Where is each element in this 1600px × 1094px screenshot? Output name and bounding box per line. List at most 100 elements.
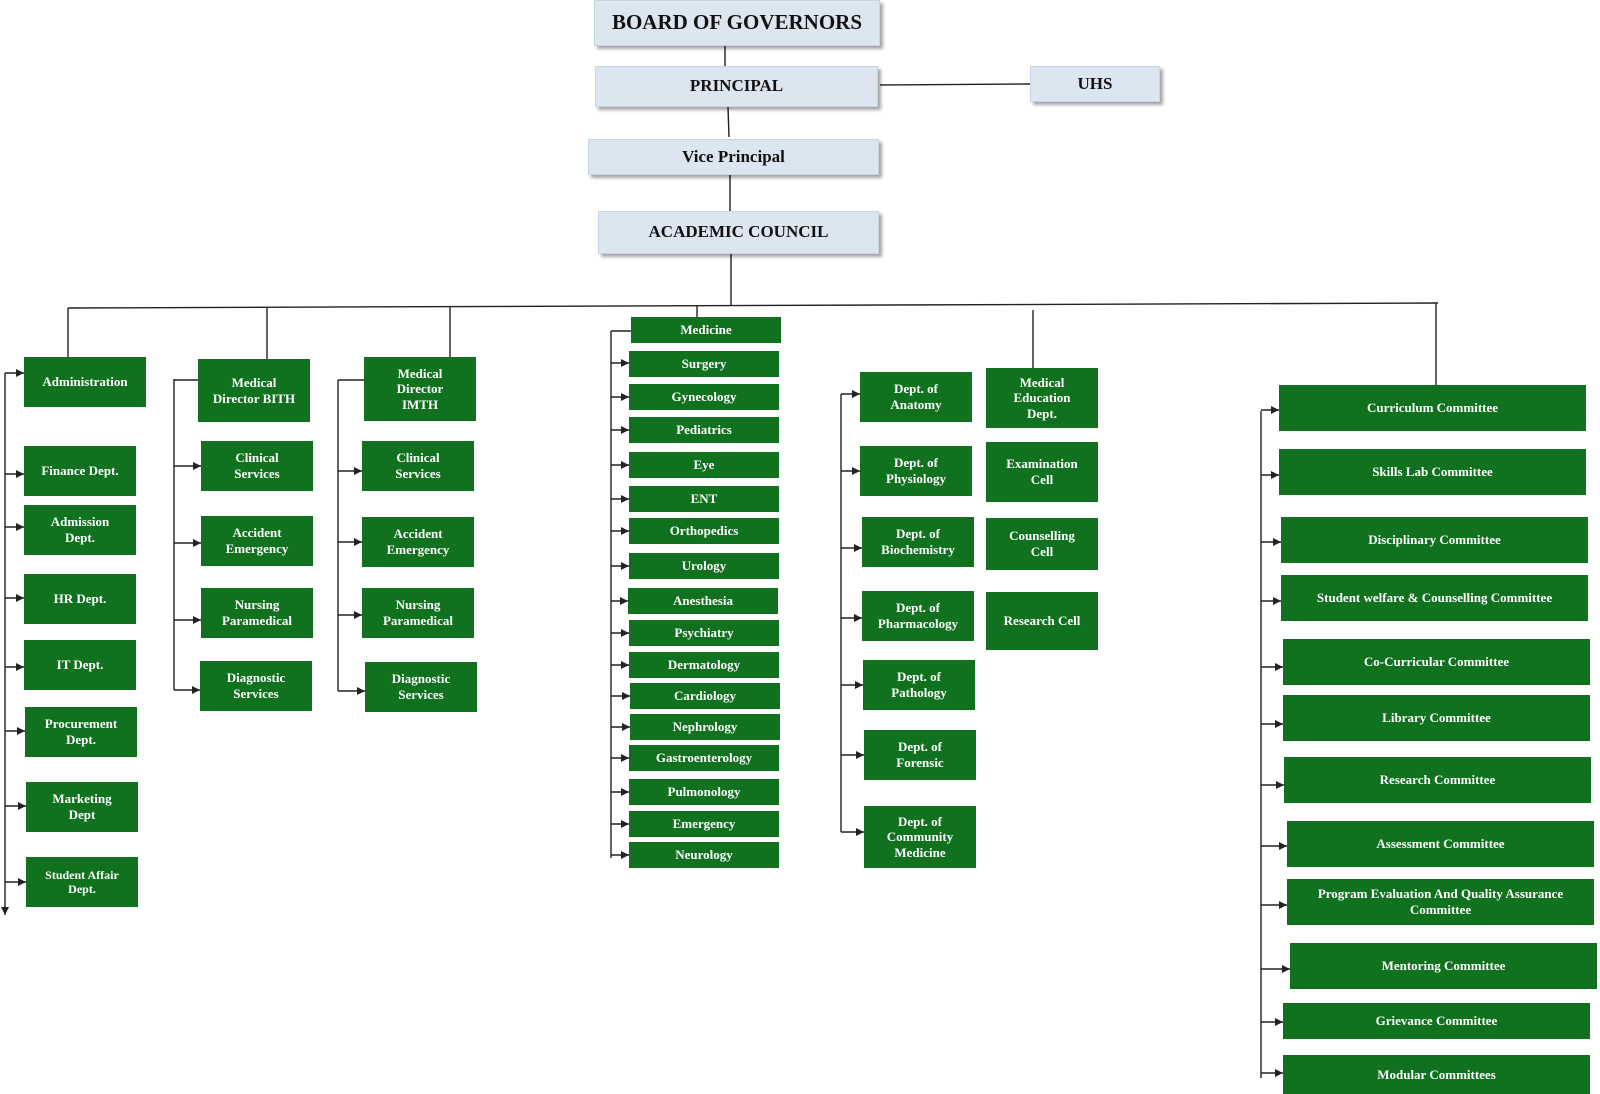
- medical-education-head: Medical Education Dept.: [986, 368, 1098, 428]
- clinical-dept-box: Anesthesia: [628, 588, 778, 614]
- bith-unit-label: Accident Emergency: [225, 525, 289, 556]
- clinical-dept-label: Eye: [693, 457, 715, 473]
- clinical-dept-box: Nephrology: [630, 714, 780, 740]
- basic-science-label: Dept. of Community Medicine: [886, 813, 954, 860]
- imth-unit-box: Accident Emergency: [362, 517, 474, 567]
- medical-education-unit-label: Research Cell: [1003, 613, 1081, 629]
- clinical-dept-box: Pediatrics: [629, 417, 779, 443]
- committee-label: Program Evaluation And Quality Assurance…: [1317, 886, 1564, 917]
- admin-dept-label: Procurement Dept.: [44, 716, 118, 747]
- committee-box: Library Committee: [1283, 695, 1590, 741]
- admin-dept-box: Procurement Dept.: [25, 707, 137, 757]
- clinical-dept-label: Emergency: [672, 816, 736, 832]
- clinical-dept-box: Emergency: [629, 811, 779, 837]
- admin-dept-box: Admission Dept.: [24, 505, 136, 555]
- committee-label: Skills Lab Committee: [1372, 464, 1493, 480]
- admin-dept-label: Admission Dept.: [50, 514, 110, 545]
- admin-dept-label: Finance Dept.: [41, 463, 119, 479]
- clinical-dept-label: Gynecology: [671, 389, 737, 405]
- clinical-dept-label: ENT: [690, 491, 718, 507]
- committee-label: Grievance Committee: [1375, 1013, 1498, 1029]
- imth-unit-box: Nursing Paramedical: [362, 588, 474, 638]
- imth-unit-label: Accident Emergency: [386, 526, 450, 557]
- committee-label: Disciplinary Committee: [1368, 532, 1501, 548]
- clinical-dept-box: Neurology: [629, 842, 779, 868]
- clinical-dept-box: Gastroenterology: [629, 745, 779, 771]
- bith-unit-box: Clinical Services: [201, 441, 313, 491]
- medical-education-unit-label: Counselling Cell: [1009, 528, 1075, 559]
- admin-dept-box: Marketing Dept: [26, 782, 138, 832]
- admin-dept-box: IT Dept.: [24, 640, 136, 690]
- basic-science-box: Dept. of Pharmacology: [862, 591, 974, 641]
- academic-council-label: ACADEMIC COUNCIL: [648, 222, 829, 242]
- committee-box: Grievance Committee: [1283, 1003, 1590, 1039]
- bith-unit-box: Diagnostic Services: [200, 661, 312, 711]
- imth-unit-label: Nursing Paramedical: [382, 597, 454, 628]
- committee-box: Co-Curricular Committee: [1283, 639, 1590, 685]
- clinical-dept-box: Psychiatry: [629, 620, 779, 646]
- admin-dept-label: Marketing Dept: [52, 791, 112, 822]
- admin-dept-label: IT Dept.: [56, 657, 104, 673]
- committee-label: Assessment Committee: [1376, 836, 1505, 852]
- clinical-dept-label: Nephrology: [672, 719, 738, 735]
- basic-science-label: Dept. of Pathology: [891, 669, 947, 700]
- committee-box: Student welfare & Counselling Committee: [1281, 575, 1588, 621]
- clinical-dept-label: Pulmonology: [667, 784, 741, 800]
- clinical-dept-label: Cardiology: [673, 688, 737, 704]
- clinical-dept-label: Pediatrics: [676, 422, 732, 438]
- committee-box: Research Committee: [1284, 757, 1591, 803]
- clinical-dept-box: Cardiology: [630, 683, 780, 709]
- board-of-governors-label: BOARD OF GOVERNORS: [611, 10, 863, 35]
- clinical-dept-label: Urology: [681, 558, 727, 574]
- vice-principal-label: Vice Principal: [682, 146, 785, 166]
- bith-unit-label: Clinical Services: [234, 450, 280, 481]
- administration-head-label: Administration: [42, 374, 128, 390]
- committee-label: Curriculum Committee: [1366, 400, 1499, 416]
- committee-box: Assessment Committee: [1287, 821, 1594, 867]
- clinical-dept-box: ENT: [629, 486, 779, 512]
- uhs-box: UHS: [1030, 66, 1160, 102]
- basic-science-label: Dept. of Physiology: [886, 455, 946, 486]
- imth-unit-box: Clinical Services: [362, 441, 474, 491]
- admin-dept-box: Student Affair Dept.: [26, 857, 138, 907]
- basic-science-box: Dept. of Biochemistry: [862, 517, 974, 567]
- committee-label: Co-Curricular Committee: [1363, 654, 1510, 670]
- medical-education-unit-box: Counselling Cell: [986, 518, 1098, 570]
- medical-education-unit-box: Examination Cell: [986, 442, 1098, 502]
- bith-unit-label: Nursing Paramedical: [221, 597, 293, 628]
- board-of-governors-box: BOARD OF GOVERNORS: [594, 0, 880, 46]
- basic-science-box: Dept. of Community Medicine: [864, 806, 976, 868]
- committee-label: Student welfare & Counselling Committee: [1316, 590, 1553, 606]
- basic-science-label: Dept. of Anatomy: [890, 381, 942, 412]
- imth-unit-label: Clinical Services: [395, 450, 441, 481]
- bith-unit-box: Nursing Paramedical: [201, 588, 313, 638]
- basic-science-box: Dept. of Anatomy: [860, 372, 972, 422]
- committee-box: Program Evaluation And Quality Assurance…: [1287, 879, 1594, 925]
- clinical-dept-label: Psychiatry: [674, 625, 734, 641]
- clinical-dept-label: Neurology: [675, 847, 733, 863]
- committee-box: Disciplinary Committee: [1281, 517, 1588, 563]
- basic-science-box: Dept. of Pathology: [863, 660, 975, 710]
- basic-science-label: Dept. of Forensic: [896, 739, 944, 770]
- uhs-label: UHS: [1077, 73, 1113, 93]
- medical-education-unit-label: Examination Cell: [1006, 456, 1078, 487]
- clinical-dept-label: Anesthesia: [673, 593, 733, 609]
- academic-council-box: ACADEMIC COUNCIL: [598, 211, 879, 254]
- admin-dept-box: Finance Dept.: [24, 446, 136, 496]
- clinical-dept-box: Surgery: [629, 351, 779, 377]
- principal-box: PRINCIPAL: [595, 66, 878, 107]
- bith-head: Medical Director BITH: [198, 359, 310, 422]
- clinical-dept-box: Dermatology: [629, 652, 779, 678]
- imth-head: Medical Director IMTH: [364, 357, 476, 421]
- clinical-dept-box: Pulmonology: [629, 779, 779, 805]
- medical-education-unit-box: Research Cell: [986, 592, 1098, 650]
- principal-label: PRINCIPAL: [689, 76, 784, 96]
- medical-education-head-label: Medical Education Dept.: [1013, 374, 1071, 421]
- clinical-dept-box: Urology: [629, 553, 779, 579]
- admin-dept-label: Student Affair Dept.: [45, 867, 119, 896]
- bith-unit-label: Diagnostic Services: [226, 670, 286, 701]
- committee-box: Curriculum Committee: [1279, 385, 1586, 431]
- basic-science-label: Dept. of Biochemistry: [881, 526, 955, 557]
- bith-unit-box: Accident Emergency: [201, 516, 313, 566]
